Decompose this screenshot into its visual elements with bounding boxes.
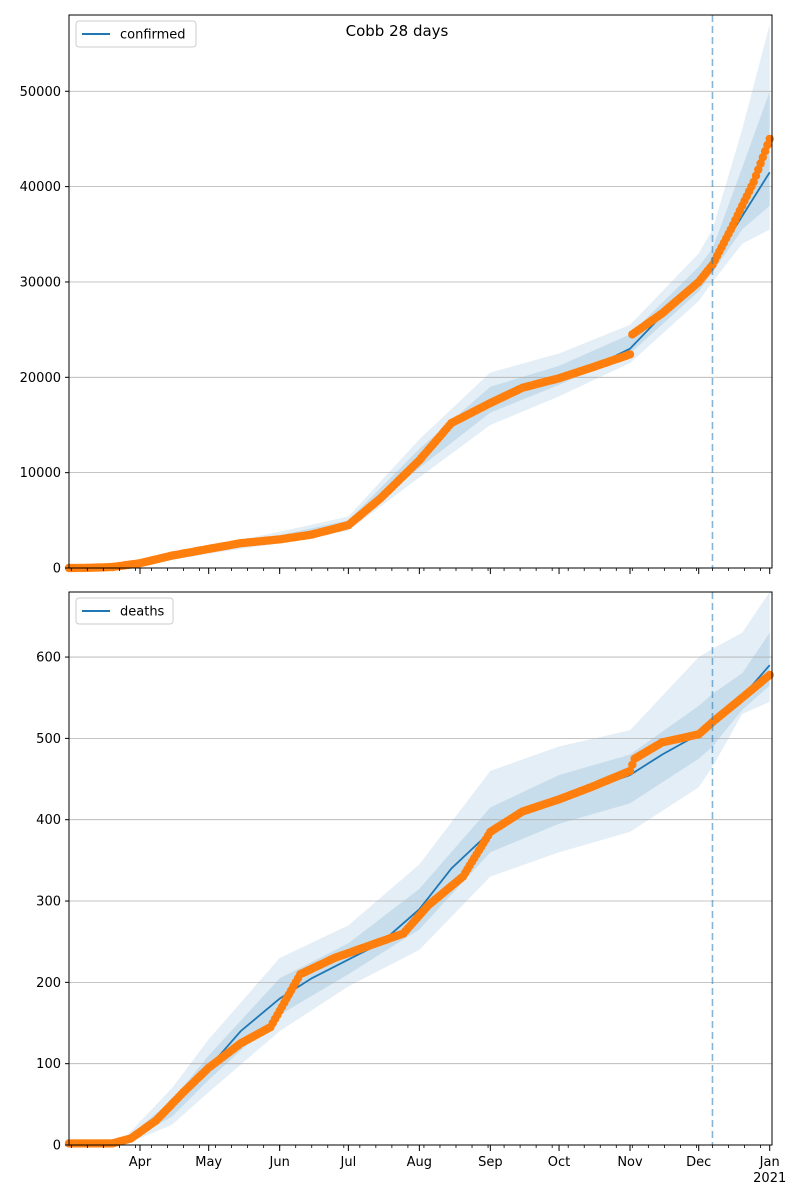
x-tick-label: Aug: [407, 1155, 432, 1170]
confirmed-model-line: [68, 171, 771, 569]
legend-label: deaths: [120, 605, 165, 620]
x-tick-label: Dec: [686, 1155, 711, 1170]
observed-point: [625, 350, 635, 359]
deaths-uncertainty-bands: [69, 592, 770, 1145]
confirmed-x-ticks: [70, 568, 771, 574]
y-tick-label: 0: [53, 562, 61, 577]
observed-point: [765, 134, 774, 144]
confirmed-y-ticks: 0 10000 20000 30000 40000 50000: [20, 85, 69, 577]
x-tick-label: Jul: [340, 1155, 357, 1170]
confirmed-axes: 0 10000 20000 30000 40000 50000 confirmed: [20, 14, 774, 577]
uncertainty-band-0: [69, 592, 770, 1145]
figure-title: Cobb 28 days: [346, 22, 449, 40]
x-tick-label: May: [195, 1155, 222, 1170]
observed-point: [765, 670, 774, 680]
legend-label: confirmed: [120, 28, 186, 43]
x-tick-year-label: 2021: [753, 1171, 786, 1186]
y-tick-label: 40000: [20, 180, 61, 195]
uncertainty-band-0: [69, 24, 770, 568]
confirmed-axes-frame: [68, 14, 773, 569]
deaths-legend: deaths: [75, 597, 174, 625]
x-tick-label: Sep: [478, 1155, 503, 1170]
y-tick-label: 50000: [20, 85, 61, 100]
y-tick-label: 200: [36, 976, 61, 991]
y-tick-label: 20000: [20, 371, 61, 386]
y-tick-label: 0: [53, 1139, 61, 1154]
y-tick-label: 30000: [20, 275, 61, 290]
x-tick-label: Apr: [129, 1155, 152, 1170]
legend-box: [75, 20, 197, 48]
x-tick-label: Oct: [548, 1155, 570, 1170]
y-tick-label: 600: [36, 651, 61, 666]
deaths-axes-frame: [68, 591, 773, 1146]
model-line: [68, 171, 771, 569]
confirmed-legend: confirmed: [75, 20, 197, 48]
confirmed-observed-points: [64, 134, 774, 573]
x-tick-label: Jun: [269, 1155, 290, 1170]
legend-box: [75, 597, 174, 625]
deaths-axes: 0 100 200 300 400 500 600 Apr May Jun Jul Aug Sep Oc…: [36, 591, 786, 1186]
y-tick-label: 500: [36, 732, 61, 747]
x-tick-label: Nov: [617, 1155, 643, 1170]
y-tick-label: 100: [36, 1057, 61, 1072]
x-tick-label: Jan: [759, 1155, 780, 1170]
y-tick-label: 300: [36, 895, 61, 910]
y-tick-label: 400: [36, 813, 61, 828]
deaths-y-ticks: 0 100 200 300 400 500 600: [36, 651, 69, 1154]
confirmed-uncertainty-bands: [69, 24, 770, 569]
y-tick-label: 10000: [20, 466, 61, 481]
